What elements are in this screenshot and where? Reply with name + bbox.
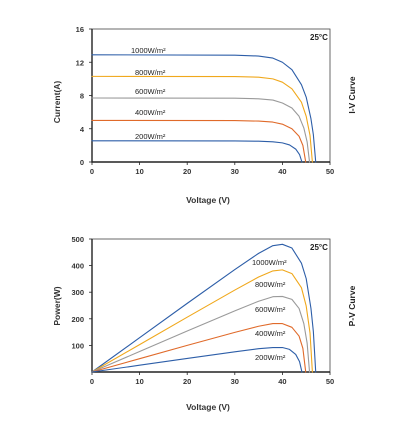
pv-chart: 0 10 20 30 40 50 100 200 300 400 500 1000W/m² 800W/m… [52, 235, 357, 412]
plot-frame [91, 28, 331, 163]
x-axis-label: Voltage (V) [186, 195, 230, 205]
series-label: 800W/m² [135, 68, 166, 77]
series-label: 200W/m² [255, 353, 286, 362]
x-tick-label: 30 [231, 377, 239, 386]
series-label: 200W/m² [135, 132, 166, 141]
series-line [91, 243, 317, 373]
y-axis-label: Current(A) [52, 81, 62, 124]
series-line [91, 323, 307, 373]
series-line [91, 346, 303, 373]
y-tick-label: 300 [71, 288, 84, 297]
series-label: 600W/m² [135, 87, 166, 96]
axes [91, 29, 330, 163]
y-tick-label: 0 [80, 158, 84, 167]
x-tick-label: 0 [90, 167, 94, 176]
series-label: 400W/m² [255, 329, 286, 338]
x-tick-label: 50 [326, 377, 334, 386]
y-tick-label: 400 [71, 262, 84, 271]
x-tick-label: 20 [183, 167, 191, 176]
temperature-label: 25°C [310, 33, 328, 42]
y-tick-label: 500 [71, 235, 84, 244]
series-label: 400W/m² [135, 108, 166, 117]
x-tick-label: 10 [135, 377, 143, 386]
y-tick-label: 8 [80, 92, 84, 101]
curve-title: P-V Curve [347, 285, 357, 326]
series-line [91, 75, 313, 163]
iv-chart: 0 10 20 30 40 50 0 4 8 12 16 1000W/m² 800W/m² 600W/m²… [52, 25, 357, 205]
series-line [91, 269, 313, 373]
y-tick-label: 12 [76, 58, 84, 67]
x-tick-label: 20 [183, 377, 191, 386]
y-axis-label: Power(W) [52, 286, 62, 325]
series-label: 1000W/m² [131, 46, 166, 55]
temperature-label: 25°C [310, 243, 328, 252]
series-line [91, 97, 311, 163]
x-axis-label: Voltage (V) [186, 402, 230, 412]
series-line [91, 119, 307, 163]
x-tick-label: 40 [278, 377, 286, 386]
y-tick-label: 4 [80, 125, 85, 134]
x-tick-label: 10 [135, 167, 143, 176]
curve-title: I-V Curve [347, 76, 357, 114]
series-line [91, 295, 311, 373]
series-line [91, 140, 303, 163]
y-tick-label: 200 [71, 315, 84, 324]
x-tick-label: 0 [90, 377, 94, 386]
series-label: 600W/m² [255, 305, 286, 314]
x-tick-label: 50 [326, 167, 334, 176]
y-tick-label: 100 [71, 341, 84, 350]
x-tick-label: 40 [278, 167, 286, 176]
series-label: 1000W/m² [252, 258, 287, 267]
y-tick-label: 16 [76, 25, 84, 34]
series-line [91, 54, 317, 163]
series-label: 800W/m² [255, 280, 286, 289]
x-tick-label: 30 [231, 167, 239, 176]
